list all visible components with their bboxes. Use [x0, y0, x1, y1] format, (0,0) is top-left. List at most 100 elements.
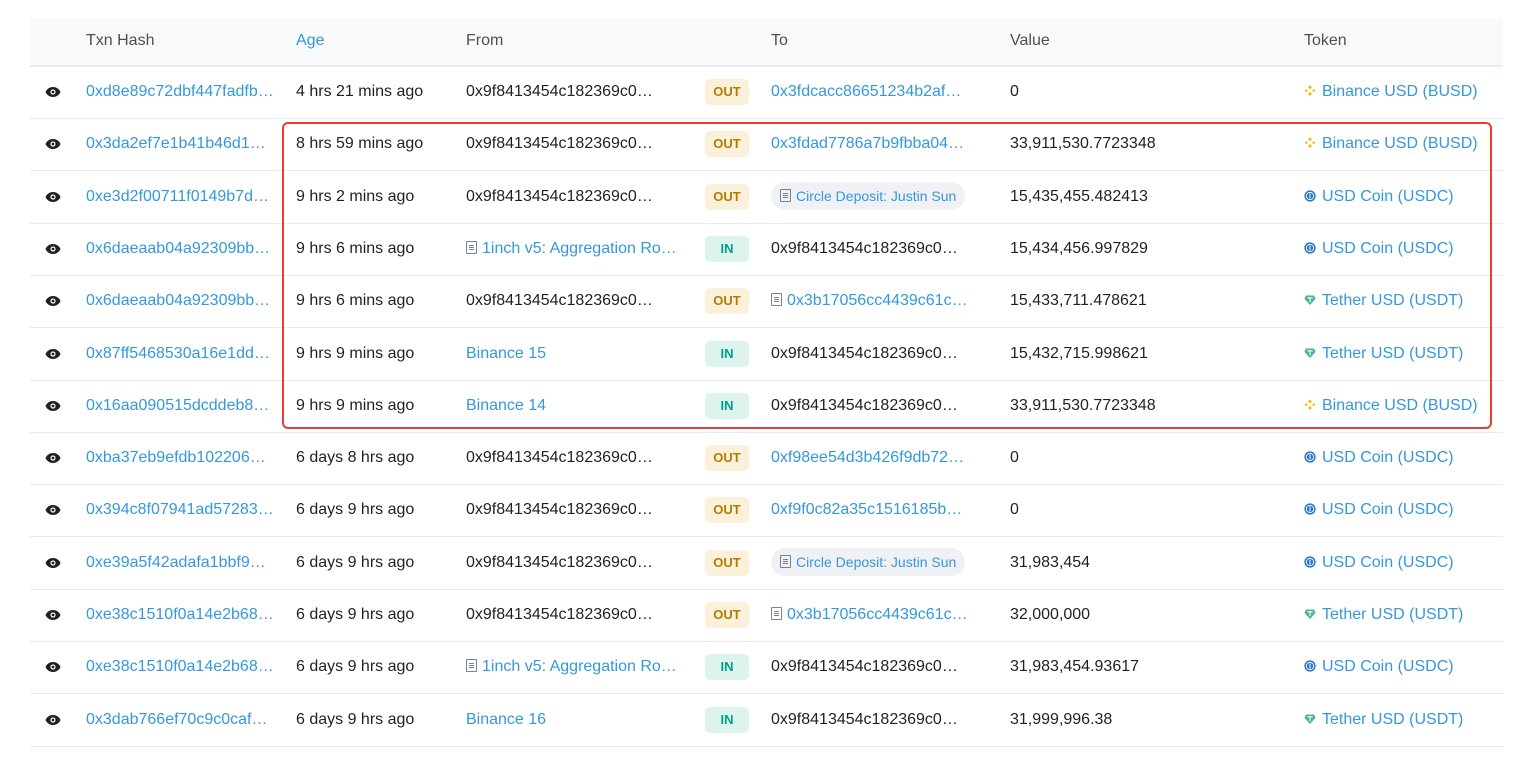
- from-cell[interactable]: Binance 14: [466, 380, 698, 432]
- token-link[interactable]: USD Coin (USDC): [1304, 223, 1494, 275]
- from-address[interactable]: 1inch v5: Aggregation Ro…: [482, 239, 677, 257]
- eye-icon[interactable]: [42, 499, 64, 521]
- age-cell: 6 days 9 hrs ago: [296, 694, 456, 746]
- token-link[interactable]: USD Coin (USDC): [1304, 432, 1494, 484]
- direction-badge: IN: [705, 392, 749, 419]
- table-row: 0xba37eb9efdb102206e… 6 days 8 hrs ago 0x9…: [30, 432, 1503, 486]
- from-cell[interactable]: 1inch v5: Aggregation Ro…: [466, 641, 698, 693]
- from-cell: 0x9f8413454c182369c0…: [466, 171, 698, 223]
- from-address[interactable]: 1inch v5: Aggregation Ro…: [482, 658, 677, 676]
- to-address[interactable]: 0x3b17056cc4439c61ce…: [787, 292, 971, 310]
- value-text: 15,435,455.482413: [1010, 187, 1148, 205]
- token-link[interactable]: USD Coin (USDC): [1304, 171, 1494, 223]
- header-age[interactable]: Age: [296, 32, 325, 49]
- eye-icon[interactable]: [42, 395, 64, 417]
- token-link[interactable]: Binance USD (BUSD): [1304, 66, 1494, 118]
- eye-icon[interactable]: [42, 133, 64, 155]
- to-address[interactable]: 0x3fdcacc86651234b2af…: [771, 83, 962, 100]
- from-address[interactable]: Binance 15: [466, 344, 547, 362]
- to-cell[interactable]: 0x3b17056cc4439c61ce…: [771, 589, 971, 641]
- value-cell: 32,000,000: [1010, 589, 1270, 641]
- eye-icon[interactable]: [42, 447, 64, 469]
- to-cell[interactable]: 0x3b17056cc4439c61ce…: [771, 275, 971, 327]
- txn-hash-link[interactable]: 0x6daeaab04a92309bba…: [86, 275, 274, 327]
- token-link[interactable]: Binance USD (BUSD): [1304, 380, 1494, 432]
- token-link[interactable]: Tether USD (USDT): [1304, 694, 1494, 746]
- to-cell: 0x9f8413454c182369c0…: [771, 694, 971, 746]
- txn-hash-link[interactable]: 0xba37eb9efdb102206e…: [86, 432, 274, 484]
- direction-label: OUT: [713, 502, 741, 518]
- usdc-icon: [1304, 449, 1322, 466]
- direction-label: OUT: [713, 607, 741, 622]
- txn-hash-link[interactable]: 0xe38c1510f0a14e2b68…: [86, 641, 274, 693]
- to-cell[interactable]: 0x3fdad7786a7b9fbba04…: [771, 118, 971, 170]
- token-link[interactable]: Tether USD (USDT): [1304, 328, 1494, 380]
- txn-hash-text: 0xe3d2f00711f0149b7dc…: [86, 187, 274, 205]
- token-name[interactable]: USD Coin (USDC): [1322, 187, 1454, 205]
- direction-badge: OUT: [705, 131, 749, 158]
- direction-label: IN: [720, 659, 734, 675]
- value-text: 32,000,000: [1010, 606, 1091, 623]
- to-cell[interactable]: 0x3fdcacc86651234b2af…: [771, 66, 971, 118]
- token-link[interactable]: Tether USD (USDT): [1304, 589, 1494, 641]
- txn-hash-link[interactable]: 0x3dab766ef70c9c0caf6f…: [86, 694, 274, 746]
- eye-icon[interactable]: [42, 81, 64, 103]
- to-address[interactable]: 0x3b17056cc4439c61ce…: [787, 606, 971, 623]
- to-name-tag[interactable]: Circle Deposit: Justin Sun: [771, 547, 966, 576]
- token-name[interactable]: Tether USD (USDT): [1322, 606, 1464, 623]
- age-cell: 6 days 9 hrs ago: [296, 484, 456, 536]
- token-link[interactable]: Binance USD (BUSD): [1304, 118, 1494, 170]
- token-name[interactable]: USD Coin (USDC): [1322, 553, 1454, 571]
- from-cell[interactable]: Binance 16: [466, 694, 698, 746]
- eye-icon[interactable]: [42, 290, 64, 312]
- token-name[interactable]: Binance USD (BUSD): [1322, 396, 1478, 414]
- to-address[interactable]: 0xf98ee54d3b426f9db72…: [771, 449, 965, 467]
- token-name[interactable]: Tether USD (USDT): [1322, 292, 1464, 310]
- token-link[interactable]: Tether USD (USDT): [1304, 275, 1494, 327]
- eye-icon[interactable]: [42, 604, 64, 626]
- txn-hash-link[interactable]: 0x87ff5468530a16e1dd5…: [86, 328, 274, 380]
- to-address[interactable]: 0x3fdad7786a7b9fbba04…: [771, 135, 965, 153]
- token-name[interactable]: Tether USD (USDT): [1322, 710, 1464, 728]
- txn-hash-link[interactable]: 0x16aa090515dcddeb81…: [86, 380, 274, 432]
- eye-icon[interactable]: [42, 552, 64, 574]
- header-value: Value: [1010, 32, 1050, 49]
- from-address[interactable]: Binance 16: [466, 710, 547, 728]
- to-cell[interactable]: 0xf98ee54d3b426f9db72…: [771, 432, 971, 484]
- token-name[interactable]: USD Coin (USDC): [1322, 658, 1454, 676]
- txn-hash-link[interactable]: 0x6daeaab04a92309bba…: [86, 223, 274, 275]
- token-name[interactable]: Binance USD (BUSD): [1322, 135, 1478, 153]
- table-row: 0xe3d2f00711f0149b7dc… 9 hrs 2 mins ago 0x…: [30, 171, 1503, 224]
- to-address[interactable]: 0xf9f0c82a35c1516185b…: [771, 501, 963, 519]
- txn-hash-link[interactable]: 0x394c8f07941ad57283…: [86, 484, 274, 536]
- to-name-tag[interactable]: Circle Deposit: Justin Sun: [771, 181, 966, 210]
- eye-icon[interactable]: [42, 709, 64, 731]
- txn-hash-link[interactable]: 0xe3d2f00711f0149b7dc…: [86, 171, 274, 223]
- txn-hash-link[interactable]: 0xd8e89c72dbf447fadfb…: [86, 66, 274, 118]
- direction-badge: OUT: [705, 602, 749, 628]
- token-name[interactable]: Tether USD (USDT): [1322, 344, 1464, 362]
- token-name[interactable]: USD Coin (USDC): [1322, 449, 1454, 467]
- from-cell[interactable]: Binance 15: [466, 328, 698, 380]
- age-text: 9 hrs 9 mins ago: [296, 396, 415, 414]
- eye-icon[interactable]: [42, 656, 64, 678]
- txn-hash-text: 0x16aa090515dcddeb81…: [86, 396, 274, 414]
- to-label[interactable]: Circle Deposit: Justin Sun: [796, 187, 957, 204]
- eye-icon[interactable]: [42, 343, 64, 365]
- token-link[interactable]: USD Coin (USDC): [1304, 537, 1494, 589]
- token-link[interactable]: USD Coin (USDC): [1304, 641, 1494, 693]
- eye-icon[interactable]: [42, 238, 64, 260]
- token-name[interactable]: USD Coin (USDC): [1322, 501, 1454, 519]
- token-name[interactable]: Binance USD (BUSD): [1322, 83, 1478, 100]
- table-row: 0x3dab766ef70c9c0caf6f… 6 days 9 hrs ago B…: [30, 694, 1503, 747]
- token-link[interactable]: USD Coin (USDC): [1304, 484, 1494, 536]
- txn-hash-link[interactable]: 0x3da2ef7e1b41b46d18…: [86, 118, 274, 170]
- token-name[interactable]: USD Coin (USDC): [1322, 239, 1454, 257]
- txn-hash-link[interactable]: 0xe39a5f42adafa1bbf9b…: [86, 537, 274, 589]
- to-label[interactable]: Circle Deposit: Justin Sun: [796, 553, 957, 570]
- txn-hash-link[interactable]: 0xe38c1510f0a14e2b68…: [86, 589, 274, 641]
- eye-icon[interactable]: [42, 186, 64, 208]
- from-address[interactable]: Binance 14: [466, 396, 547, 414]
- to-cell[interactable]: 0xf9f0c82a35c1516185b…: [771, 484, 971, 536]
- from-cell[interactable]: 1inch v5: Aggregation Ro…: [466, 223, 698, 275]
